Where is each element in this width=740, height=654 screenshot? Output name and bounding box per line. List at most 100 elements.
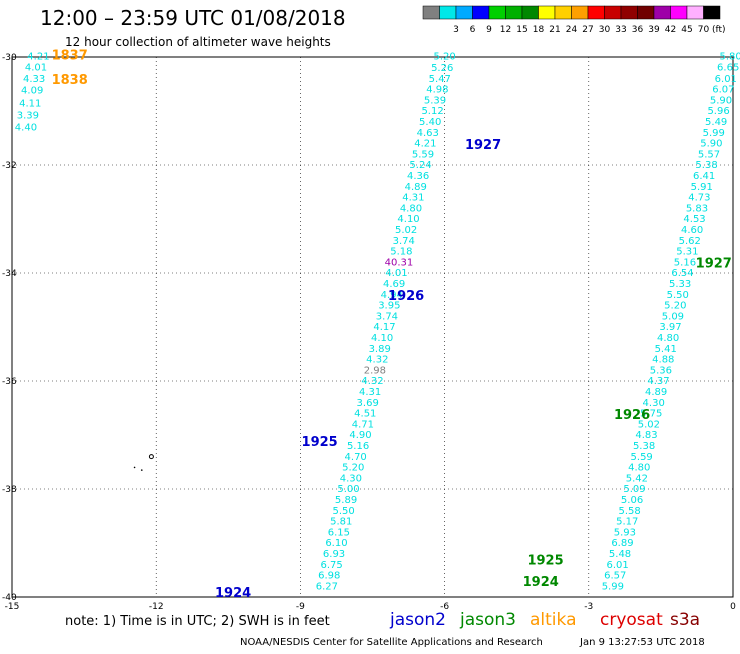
- colorbar-swatch: [686, 5, 704, 20]
- swh-value-label: 6.01: [715, 74, 737, 85]
- colorbar-tick-label: 70: [698, 25, 710, 35]
- colorbar-tick-label: 45: [681, 25, 692, 35]
- series-jason2: 5.205.265.474.985.395.125.404.634.215.59…: [215, 52, 501, 601]
- pass-time-label: 1926: [614, 408, 650, 423]
- swh-value-label: 5.80: [719, 52, 740, 63]
- y-tick-label: -38: [2, 485, 17, 495]
- swh-value-label: 5.00: [337, 484, 359, 495]
- colorbar-swatch: [604, 5, 622, 20]
- swh-value-label: 5.02: [638, 419, 660, 430]
- pass-time-label: 1924: [523, 575, 559, 590]
- swh-value-label: 3.97: [659, 322, 681, 333]
- swh-value-label: 4.94: [381, 290, 403, 301]
- swh-value-label: 3.95: [378, 301, 400, 312]
- swh-value-label: 4.80: [657, 333, 679, 344]
- swh-value-label: 4.69: [383, 279, 405, 290]
- swh-value-label: 4.21: [27, 52, 49, 63]
- pass-time-label: 1838: [52, 73, 88, 88]
- x-tick-label: -6: [440, 602, 449, 612]
- x-tick-label: -15: [5, 602, 20, 612]
- swh-value-label: 6.07: [712, 85, 734, 96]
- swh-value-label: 40.31: [385, 257, 414, 268]
- swh-value-label: 6.10: [325, 538, 347, 549]
- swh-value-label: 5.99: [602, 581, 624, 592]
- colorbar-tick-label: 30: [599, 25, 611, 35]
- swh-value-label: 5.38: [633, 441, 655, 452]
- pass-time-label: 1927: [465, 138, 501, 153]
- swh-value-label: 5.48: [609, 549, 631, 560]
- swh-value-label: 4.80: [628, 463, 650, 474]
- colorbar-swatch: [637, 5, 655, 20]
- pass-time-label: 1927: [696, 257, 732, 272]
- swh-value-label: 4.83: [635, 430, 657, 441]
- swh-value-label: 5.24: [409, 160, 431, 171]
- color-scale-bar: 3 6 9 12 15 18 21 24 27 30 33 36 39 42 45 70: [422, 5, 721, 35]
- swh-value-label: 4.40: [15, 122, 37, 133]
- swh-value-label: 5.40: [419, 117, 441, 128]
- swh-value-label: 6.65: [717, 63, 739, 74]
- colorbar-swatch: [488, 5, 506, 20]
- swh-value-label: 5.47: [429, 74, 451, 85]
- swh-value-label: 5.38: [695, 160, 717, 171]
- swh-value-label: 5.58: [619, 506, 641, 517]
- swh-value-label: 5.42: [626, 473, 648, 484]
- colorbar-swatch: [455, 5, 473, 20]
- swh-value-label: 5.20: [342, 463, 364, 474]
- colorbar-swatch: [670, 5, 688, 20]
- swh-value-label: 3.89: [369, 344, 391, 355]
- swh-value-label: 4.31: [359, 387, 381, 398]
- y-tick-label: -34: [2, 269, 17, 279]
- swh-value-label: 5.93: [614, 527, 636, 538]
- swh-value-label: 4.98: [426, 85, 448, 96]
- swh-value-label: 5.16: [674, 257, 696, 268]
- colorbar-swatch: [472, 5, 490, 20]
- swh-value-label: 4.32: [361, 376, 383, 387]
- plot-frame: [11, 56, 734, 598]
- swh-value-label: 6.15: [328, 527, 350, 538]
- colorbar-swatch: [521, 5, 539, 20]
- colorbar-swatch: [422, 5, 440, 20]
- swh-value-label: 5.49: [705, 117, 727, 128]
- swh-value-label: 5.09: [623, 484, 645, 495]
- swh-value-label: 4.90: [349, 430, 371, 441]
- colorbar-swatch: [554, 5, 572, 20]
- legend-s3a: s3a: [670, 610, 700, 630]
- swh-value-label: 5.26: [431, 63, 453, 74]
- swh-value-label: 4.73: [688, 193, 710, 204]
- colorbar-tick-label: 21: [549, 25, 560, 35]
- island-marker: [148, 454, 154, 460]
- pass-time-label: 1926: [388, 289, 424, 304]
- swh-value-label: 5.89: [335, 495, 357, 506]
- colorbar-swatch: [703, 5, 721, 20]
- colorbar-swatch: [587, 5, 605, 20]
- colorbar-tick-label: 3: [453, 25, 459, 35]
- swh-value-label: 5.09: [662, 311, 684, 322]
- swh-value-label: 5.06: [621, 495, 643, 506]
- swh-value-label: 4.37: [647, 376, 669, 387]
- x-tick-label: 0: [730, 602, 736, 612]
- footer-timestamp: Jan 9 13:27:53 UTC 2018: [579, 637, 705, 648]
- colorbar-unit: (ft): [712, 25, 726, 35]
- swh-value-label: 6.54: [671, 268, 693, 279]
- swh-value-label: 6.75: [321, 560, 343, 571]
- swh-value-label: 4.60: [681, 225, 703, 236]
- swh-value-label: 6.57: [604, 571, 626, 582]
- series-altika: 4.214.014.334.09 4.113.394.40 1837 1838: [15, 49, 88, 134]
- swh-value-label: 5.83: [686, 203, 708, 214]
- swh-value-label: 5.33: [669, 279, 691, 290]
- swh-value-label: 5.81: [330, 517, 352, 528]
- swh-value-label: 5.20: [433, 52, 455, 63]
- y-tick-label: -30: [2, 53, 17, 63]
- x-tick-label: -12: [149, 602, 164, 612]
- legend-jason2: jason2: [389, 610, 446, 630]
- swh-value-label: 5.96: [707, 106, 729, 117]
- swh-value-label: 5.99: [703, 128, 725, 139]
- swh-value-label: 5.41: [655, 344, 677, 355]
- swh-value-label: 6.27: [316, 581, 338, 592]
- swh-value-label: 4.63: [417, 128, 439, 139]
- swh-value-label: 4.70: [345, 452, 367, 463]
- y-tick-label: -40: [2, 593, 17, 603]
- swh-value-label: 4.51: [354, 409, 376, 420]
